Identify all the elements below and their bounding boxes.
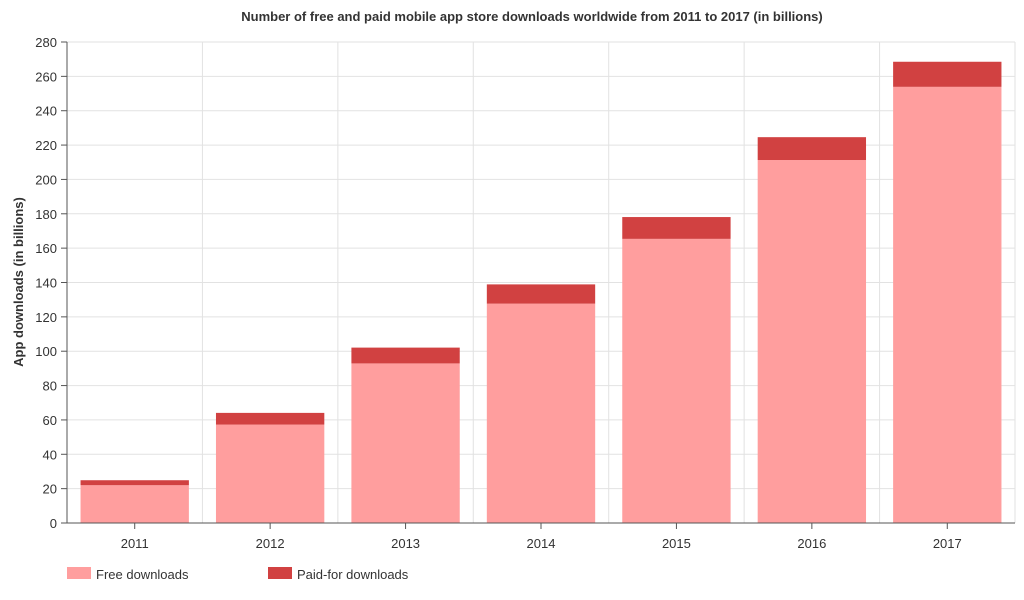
axes: 0 20 40 60 80 100 120 140 160 180 200 220 240 260 280 2… [35,35,1015,551]
y-tick-label: 260 [35,69,57,84]
chart-title: Number of free and paid mobile app store… [241,9,822,24]
y-tick-label: 40 [43,447,57,462]
y-tick-label: 220 [35,138,57,153]
bar-paid-downloads[interactable] [215,412,325,425]
bar-free-downloads[interactable] [486,303,596,523]
legend-label[interactable]: Paid-for downloads [297,567,409,582]
bars [80,61,1002,524]
y-tick-label: 60 [43,413,57,428]
y-tick-label: 0 [50,516,57,531]
bar-free-downloads[interactable] [80,485,189,523]
bar-free-downloads[interactable] [893,86,1002,524]
bar-paid-downloads[interactable] [622,217,731,239]
x-tick-label: 2016 [797,536,826,551]
x-tick-label: 2011 [121,536,149,551]
x-tick-label: 2017 [933,536,962,551]
legend-swatch [67,567,91,579]
x-tick-label: 2013 [391,536,420,551]
x-tick-label: 2015 [662,536,691,551]
y-tick-label: 200 [35,172,57,187]
bar-free-downloads[interactable] [757,160,867,523]
y-axis-label: App downloads (in billions) [11,197,26,367]
x-tick-label: 2012 [256,536,285,551]
bar-paid-downloads[interactable] [757,137,867,161]
y-tick-label: 80 [43,379,57,394]
bar-free-downloads[interactable] [215,424,325,523]
legend-swatch [268,567,292,579]
x-tick-label: 2014 [527,536,556,551]
bar-paid-downloads[interactable] [486,284,596,304]
legend-label[interactable]: Free downloads [96,567,189,582]
bar-paid-downloads[interactable] [893,61,1002,87]
y-tick-label: 180 [35,207,57,222]
bar-free-downloads[interactable] [351,363,460,523]
y-tick-label: 280 [35,35,57,50]
y-tick-label: 160 [35,241,57,256]
y-tick-label: 240 [35,104,57,119]
y-tick-label: 100 [35,344,57,359]
bar-free-downloads[interactable] [622,238,731,523]
legend: Free downloads Paid-for downloads [67,567,409,582]
bar-paid-downloads[interactable] [351,347,460,364]
gridlines [66,41,1016,524]
y-tick-label: 120 [35,310,57,325]
bar-paid-downloads[interactable] [80,480,189,486]
y-tick-label: 20 [43,482,57,497]
y-tick-label: 140 [35,276,57,291]
